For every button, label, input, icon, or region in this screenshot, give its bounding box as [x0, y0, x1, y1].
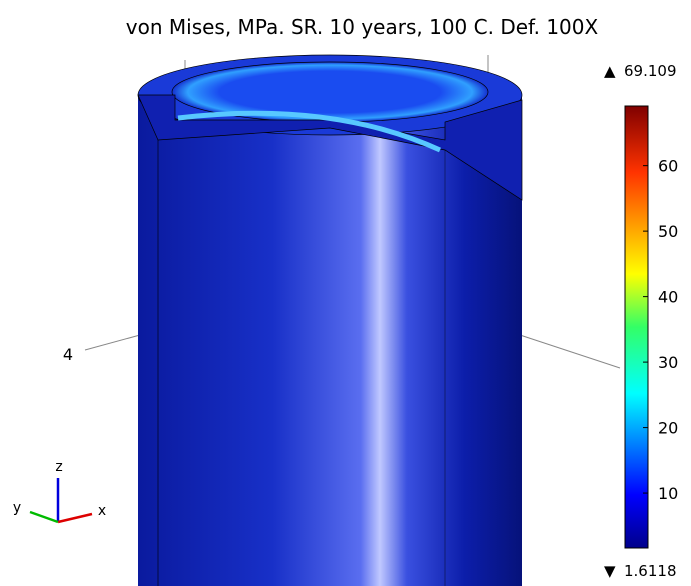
axis-label: 4	[63, 345, 73, 364]
max-marker: ▲	[604, 62, 616, 80]
model	[85, 55, 620, 586]
axis-line	[520, 335, 620, 368]
colorbar-tick-label: 40	[658, 288, 678, 307]
min-marker: ▼	[604, 562, 616, 580]
triad-y	[30, 512, 58, 522]
colorbar-min: 1.6118	[624, 562, 677, 580]
title: von Mises, MPa. SR. 10 years, 100 C. Def…	[126, 15, 599, 39]
plot: von Mises, MPa. SR. 10 years, 100 C. Def…	[0, 0, 691, 586]
triad: z x y	[13, 459, 106, 522]
colorbar-tick-label: 30	[658, 353, 678, 372]
colorbar-tick-label: 50	[658, 222, 678, 241]
colorbar-tick-label: 20	[658, 419, 678, 438]
colorbar-tick-label: 60	[658, 157, 678, 176]
cylinder	[138, 95, 522, 586]
axis-line	[85, 335, 140, 350]
colorbar	[625, 106, 648, 548]
colorbar-tick-label: 10	[658, 484, 678, 503]
triad-x	[58, 514, 92, 522]
colorbar-max: 69.109	[624, 62, 677, 80]
triad-label: y	[13, 500, 21, 516]
triad-label: x	[98, 503, 106, 519]
triad-label: z	[55, 459, 62, 475]
